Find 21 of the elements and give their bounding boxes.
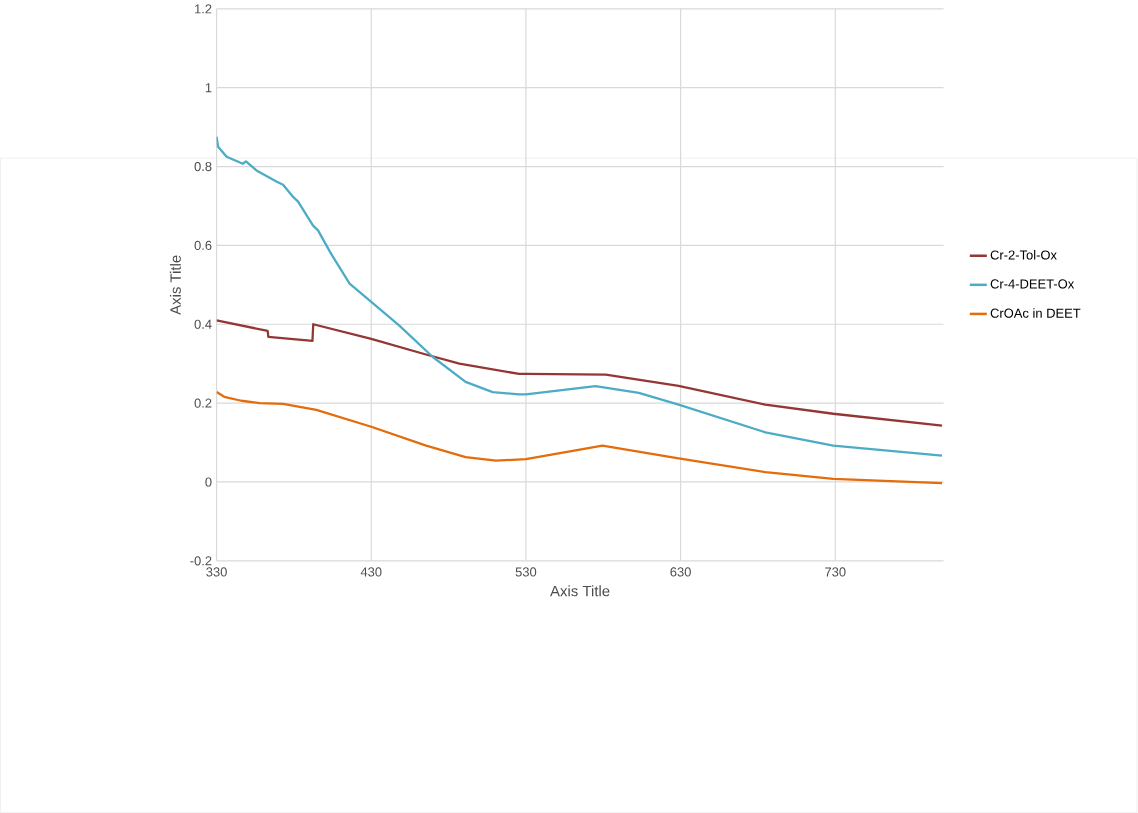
y-tick-label: -0.2 (190, 556, 212, 566)
line-series (216, 319, 944, 427)
x-tick-label: 730 (825, 567, 846, 577)
y-tick-label: 1.2 (195, 4, 212, 14)
y-tick-label: 0.6 (194, 240, 212, 250)
y-axis-title: Axis Title (169, 255, 181, 315)
y-tick-label: 1 (205, 83, 212, 93)
x-tick-label: 630 (670, 567, 691, 577)
x-tick-label: 530 (515, 567, 537, 577)
legend-label: Cr-2-Tol-Ox (990, 249, 1057, 260)
legend-label: CrOAc in DEET (990, 308, 1081, 318)
line-series (216, 135, 944, 457)
x-tick-label: 330 (206, 567, 227, 577)
y-tick-label: 0 (205, 477, 212, 487)
x-axis-title: Axis Title (550, 585, 610, 597)
x-tick-label: 430 (360, 567, 382, 577)
y-tick-label: 0.4 (194, 319, 212, 329)
y-tick-label: 0.2 (194, 398, 212, 408)
y-tick-label: 0.8 (194, 161, 212, 172)
line-series (216, 390, 944, 485)
legend-label: Cr-4-DEET-Ox (990, 279, 1075, 289)
